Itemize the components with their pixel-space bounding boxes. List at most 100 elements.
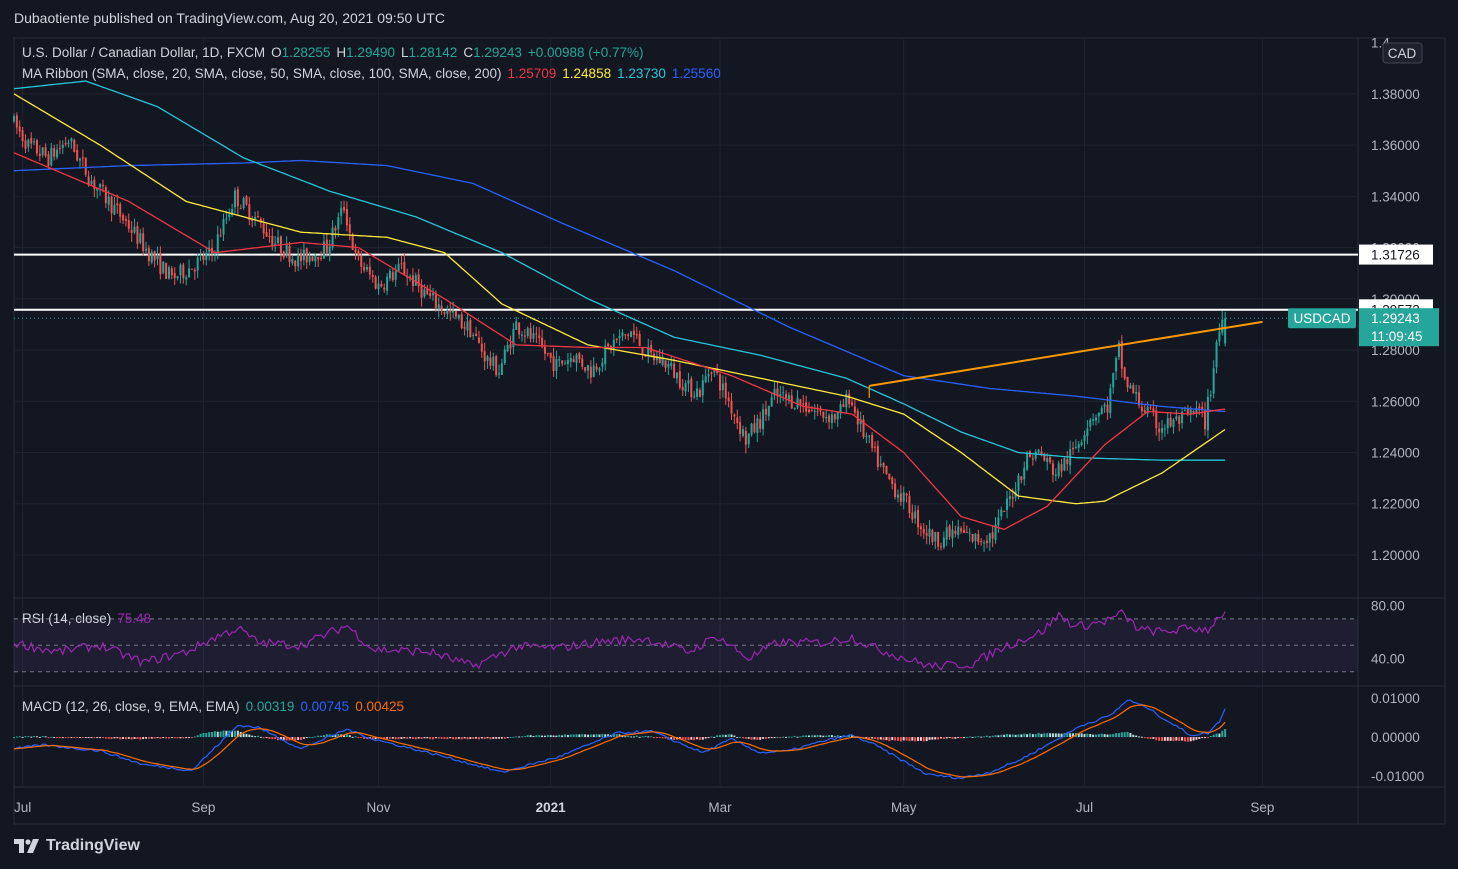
macd-histogram-bar <box>96 737 99 739</box>
macd-histogram-bar <box>1034 734 1037 738</box>
price-tick-label: 1.26000 <box>1371 394 1420 409</box>
macd-histogram-bar <box>1106 734 1109 738</box>
macd-histogram-bar <box>632 736 635 738</box>
candle-body <box>974 533 977 541</box>
candle-body <box>113 204 116 215</box>
candle-body <box>641 347 644 355</box>
candle-body <box>1017 475 1020 491</box>
candle-body <box>1186 408 1189 414</box>
macd-histogram-bar <box>587 734 589 738</box>
candle-body <box>1106 404 1109 413</box>
macd-histogram-bar <box>1083 733 1086 738</box>
macd-histogram-bar <box>124 737 127 740</box>
candle-body <box>79 158 82 161</box>
candle-body <box>733 414 736 417</box>
macd-histogram-bar <box>779 737 782 739</box>
candle-body <box>753 423 756 433</box>
macd-histogram-bar <box>931 737 934 740</box>
macd-histogram-bar <box>434 737 437 739</box>
macd-histogram-bar <box>896 737 899 741</box>
macd-histogram-bar <box>698 737 701 741</box>
macd-hist-value: 0.00319 <box>245 699 295 714</box>
macd-histogram-bar <box>848 735 851 738</box>
macd-histogram-bar <box>650 736 653 738</box>
macd-histogram-bar <box>199 733 202 738</box>
macd-histogram-bar <box>93 737 96 739</box>
candle-body <box>199 254 202 256</box>
macd-histogram-bar <box>417 737 420 739</box>
macd-histogram-bar <box>945 737 948 739</box>
macd-histogram-bar <box>1195 737 1198 740</box>
candle-body <box>977 534 980 543</box>
macd-histogram-bar <box>661 737 664 739</box>
candle-body <box>578 353 581 360</box>
macd-histogram-bar <box>176 737 179 739</box>
macd-histogram-bar <box>165 737 168 739</box>
macd-histogram-bar <box>391 737 394 739</box>
macd-histogram-bar <box>549 735 552 738</box>
macd-histogram-bar <box>1206 737 1209 739</box>
macd-histogram-bar <box>957 737 960 739</box>
rsi-label[interactable]: RSI (14, close) <box>22 611 112 626</box>
candle-body <box>334 227 337 231</box>
candle-body <box>807 409 810 413</box>
macd-histogram-bar <box>914 737 917 742</box>
macd-histogram-bar <box>612 733 615 738</box>
candle-body <box>475 333 478 337</box>
macd-histogram-bar <box>546 734 549 738</box>
candle-body <box>193 269 196 272</box>
macd-histogram-bar <box>1123 732 1126 738</box>
candle-body <box>661 358 664 365</box>
candle-body <box>678 371 681 388</box>
macd-histogram-bar <box>477 737 480 740</box>
instrument-title[interactable]: U.S. Dollar / Canadian Dollar, 1D, FXCM <box>22 45 266 60</box>
candle-body <box>185 277 188 280</box>
candle-body <box>770 397 773 407</box>
macd-label[interactable]: MACD (12, 26, close, 9, EMA, EMA) <box>22 699 240 714</box>
rsi-tick-label: 80.00 <box>1371 599 1405 614</box>
macd-histogram-bar <box>311 736 314 738</box>
macd-histogram-bar <box>162 737 165 739</box>
macd-histogram-bar <box>495 737 498 739</box>
candle-body <box>954 530 957 534</box>
candle-body <box>348 224 351 233</box>
macd-histogram-bar <box>1057 733 1060 738</box>
candle-body <box>632 330 635 335</box>
candle-body <box>469 319 472 338</box>
macd-histogram-bar <box>816 735 819 738</box>
macd-histogram-bar <box>1161 737 1163 741</box>
macd-histogram-bar <box>655 737 658 739</box>
candle-body <box>739 422 742 435</box>
macd-histogram-bar <box>1086 733 1089 738</box>
macd-histogram-bar <box>18 736 21 738</box>
candle-body <box>30 137 33 144</box>
macd-histogram-bar <box>948 737 951 739</box>
candle-body <box>1143 410 1146 413</box>
macd-histogram-bar <box>251 735 254 738</box>
candle-body <box>885 465 888 474</box>
macd-histogram-bar <box>1152 737 1155 739</box>
candle-body <box>1040 451 1043 455</box>
macd-histogram-bar <box>974 736 977 738</box>
ma-ribbon-label[interactable]: MA Ribbon (SMA, close, 20, SMA, close, 5… <box>22 66 502 81</box>
macd-histogram-bar <box>888 737 891 742</box>
candle-body <box>1158 428 1161 433</box>
macd-histogram-bar <box>962 737 965 739</box>
candle-body <box>331 227 334 248</box>
candle-body <box>1175 416 1178 420</box>
candle-body <box>76 149 79 161</box>
candle-body <box>713 369 716 373</box>
candle-body <box>262 223 265 234</box>
candle-body <box>87 176 90 185</box>
macd-histogram-bar <box>443 737 446 739</box>
candle-body <box>242 198 245 209</box>
tradingview-brand[interactable]: TradingView <box>14 837 140 855</box>
open-label: O <box>271 45 282 60</box>
macd-histogram-bar <box>773 737 776 739</box>
macd-histogram-bar <box>951 737 954 739</box>
candle-body <box>908 495 911 514</box>
macd-histogram-bar <box>400 737 403 739</box>
macd-histogram-bar <box>233 730 236 738</box>
macd-histogram-bar <box>911 737 914 741</box>
